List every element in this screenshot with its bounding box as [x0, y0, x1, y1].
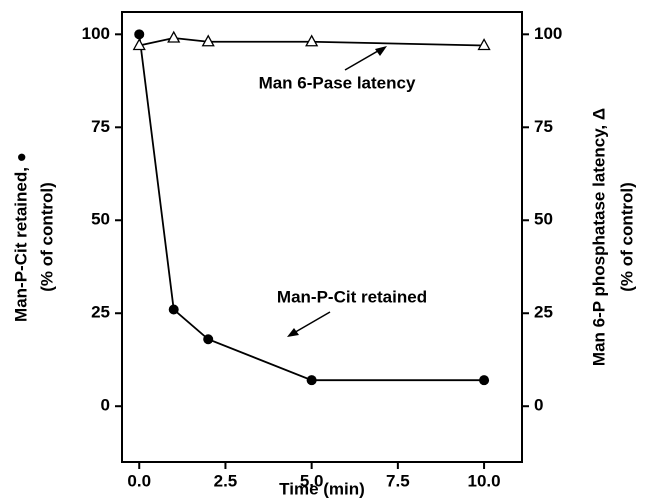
- y2-tick-label: 75: [534, 117, 553, 136]
- x-tick-label: 5.0: [300, 471, 324, 490]
- point: [305, 34, 319, 47]
- point: [132, 38, 146, 51]
- arrow: [291, 311, 331, 335]
- y2-tick-label: 100: [534, 24, 562, 43]
- y-tick-label: 0: [101, 396, 110, 415]
- arrow-head: [287, 328, 299, 337]
- point: [167, 30, 181, 43]
- y-tick-label: 25: [91, 303, 110, 322]
- annotation: Man-P-Cit retained: [277, 287, 427, 306]
- x-tick-label: 7.5: [386, 471, 410, 490]
- annotation: Man 6-Pase latency: [259, 73, 416, 92]
- y-tick-label: 50: [91, 210, 110, 229]
- arrow: [344, 47, 384, 71]
- y-axis-label: Man-P-Cit retained, ●: [11, 152, 30, 322]
- x-tick-label: 2.5: [214, 471, 238, 490]
- plot-frame: [121, 11, 523, 463]
- y-tick-label: 75: [91, 117, 110, 136]
- point: [134, 29, 145, 40]
- x-tick-label: 0.0: [127, 471, 151, 490]
- point: [168, 304, 179, 315]
- point: [203, 334, 214, 345]
- y2-tick-label: 0: [534, 396, 543, 415]
- x-tick-label: 10.0: [468, 471, 501, 490]
- point: [201, 34, 215, 47]
- y-tick-label: 100: [82, 24, 110, 43]
- point: [479, 375, 490, 386]
- y2-axis-label: Man 6-P phosphatase latency, Δ: [589, 108, 608, 366]
- x-axis-label: Time (min): [279, 479, 365, 498]
- y2-tick-label: 50: [534, 210, 553, 229]
- point: [306, 375, 317, 386]
- arrow-head: [375, 46, 387, 56]
- point: [477, 38, 491, 51]
- y2-axis-label: (% of control): [617, 182, 636, 292]
- y-axis-label: (% of control): [37, 182, 56, 292]
- y2-tick-label: 25: [534, 303, 553, 322]
